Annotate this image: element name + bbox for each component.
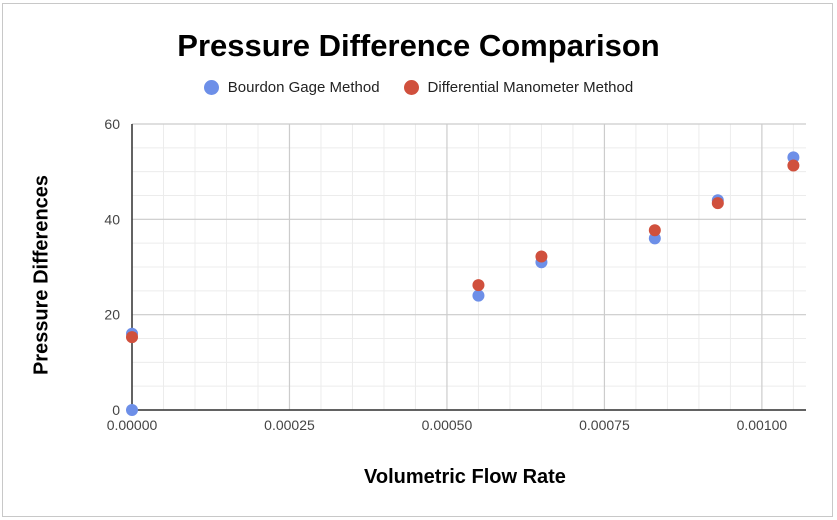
x-tick-label: 0.00100 [737, 417, 788, 433]
x-tick-label: 0.00025 [264, 417, 315, 433]
x-tick-label: 0.00000 [107, 417, 158, 433]
y-tick-label: 20 [104, 307, 120, 323]
manometer-data-point [535, 250, 548, 263]
y-tick-label: 40 [104, 211, 120, 227]
legend-marker-bourdon [203, 80, 219, 95]
x-axis-label: Volumetric Flow Rate [364, 466, 566, 488]
chart-legend: Bourdon Gage Method Differential Manomet… [0, 79, 837, 96]
x-tick-label: 0.00075 [579, 417, 630, 433]
bourdon-data-point [472, 289, 485, 302]
legend-label-manometer: Differential Manometer Method [427, 79, 634, 96]
legend-marker-manometer [403, 80, 419, 95]
bourdon-data-point [126, 404, 138, 416]
y-tick-label: 0 [112, 402, 120, 418]
legend-item-bourdon[interactable]: Bourdon Gage Method [203, 79, 380, 96]
manometer-data-point [711, 197, 724, 210]
y-tick-label: 60 [104, 116, 120, 132]
manometer-data-point [787, 159, 800, 172]
manometer-data-point [648, 224, 661, 237]
manometer-data-point [126, 331, 138, 344]
legend-label-bourdon: Bourdon Gage Method [227, 79, 380, 96]
legend-item-manometer[interactable]: Differential Manometer Method [403, 79, 634, 96]
x-tick-label: 0.00050 [422, 417, 473, 433]
chart-title: Pressure Difference Comparison [177, 28, 660, 63]
manometer-data-point [472, 279, 485, 292]
